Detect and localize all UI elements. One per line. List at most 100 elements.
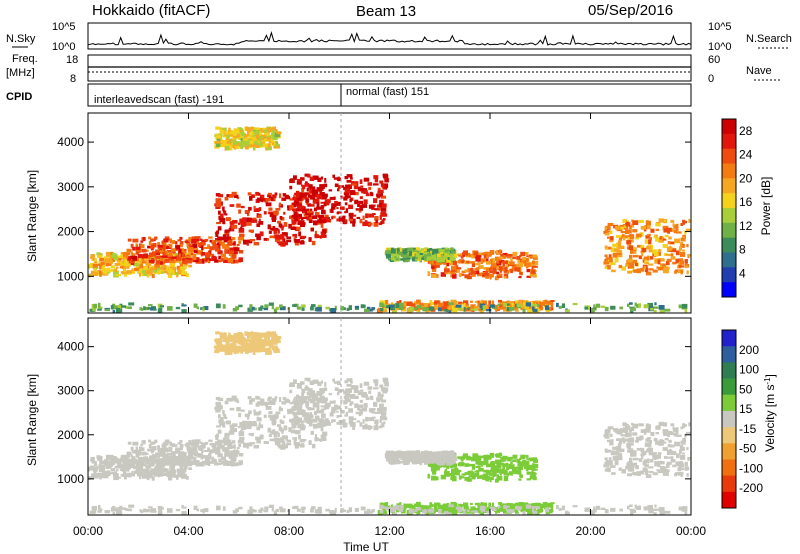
data-cell — [215, 401, 222, 407]
data-cell — [233, 450, 240, 455]
data-cell — [112, 505, 116, 510]
data-cell — [245, 142, 250, 148]
data-cell — [506, 456, 513, 460]
data-cell — [176, 475, 179, 480]
data-cell — [470, 267, 474, 271]
data-cell — [127, 264, 130, 270]
data-cell — [91, 258, 97, 261]
data-cell — [623, 225, 627, 228]
data-cell — [220, 336, 224, 339]
data-cell — [289, 215, 292, 219]
data-cell — [662, 268, 669, 274]
data-cell — [245, 413, 250, 417]
data-cell — [402, 451, 407, 455]
data-cell — [326, 219, 331, 223]
data-cell — [431, 268, 437, 272]
data-cell — [365, 213, 369, 219]
data-cell — [362, 424, 368, 430]
data-cell — [511, 303, 514, 307]
data-cell — [503, 507, 507, 512]
data-cell — [331, 419, 334, 423]
data-cell — [632, 450, 636, 453]
data-cell — [440, 453, 443, 458]
data-cell — [332, 174, 335, 178]
data-cell — [162, 251, 166, 256]
data-cell — [480, 510, 483, 513]
data-cell — [375, 423, 378, 427]
data-cell — [154, 236, 158, 240]
data-cell — [226, 236, 232, 240]
data-cell — [150, 238, 154, 241]
data-cell — [671, 249, 677, 253]
data-cell — [499, 452, 502, 456]
data-cell — [234, 145, 239, 149]
data-cell — [229, 204, 235, 207]
data-cell — [451, 507, 454, 512]
data-cell — [297, 179, 303, 182]
data-cell — [495, 454, 500, 457]
data-cell — [326, 422, 331, 426]
data-cell — [491, 263, 495, 267]
data-cell — [334, 183, 339, 188]
data-cell — [194, 236, 200, 241]
data-cell — [473, 454, 479, 459]
data-cell — [670, 423, 675, 427]
data-cell — [309, 176, 315, 181]
data-cell — [276, 336, 282, 339]
data-cell — [404, 257, 410, 262]
data-cell — [308, 423, 313, 427]
data-cell — [593, 304, 596, 309]
data-cell — [343, 396, 350, 399]
data-cell — [451, 305, 454, 310]
data-cell — [319, 395, 325, 401]
data-cell — [191, 439, 197, 445]
data-cell — [429, 259, 433, 265]
nsearch-label: N.Search — [746, 33, 792, 45]
data-cell — [444, 468, 447, 471]
data-cell — [177, 269, 182, 275]
data-cell — [330, 308, 337, 313]
data-cell — [215, 406, 222, 411]
data-cell — [488, 502, 492, 508]
data-cell — [146, 249, 149, 252]
data-cell — [258, 422, 261, 426]
data-cell — [510, 471, 513, 476]
data-cell — [515, 471, 518, 474]
data-cell — [257, 143, 263, 147]
data-cell — [255, 140, 258, 144]
data-cell — [135, 446, 138, 451]
data-cell — [470, 502, 473, 506]
data-cell — [250, 126, 254, 131]
data-cell — [168, 460, 174, 464]
data-cell — [268, 345, 274, 348]
data-cell — [209, 442, 214, 446]
data-cell — [491, 260, 496, 264]
data-cell — [143, 266, 149, 270]
data-cell — [353, 191, 359, 196]
data-cell — [320, 380, 323, 384]
data-cell — [198, 445, 201, 451]
data-cell — [608, 457, 612, 462]
data-cell — [88, 466, 91, 472]
data-cell — [251, 508, 255, 513]
data-cell — [126, 270, 132, 274]
data-cell — [188, 243, 191, 246]
data-cell — [349, 215, 354, 219]
data-cell — [430, 250, 433, 255]
data-cell — [439, 460, 445, 465]
data-cell — [236, 407, 241, 412]
data-cell — [319, 438, 322, 442]
data-cell — [301, 304, 306, 308]
data-cell — [237, 439, 243, 444]
data-cell — [267, 427, 271, 433]
data-cell — [539, 504, 546, 509]
data-cell — [161, 464, 166, 468]
data-cell — [224, 196, 229, 201]
data-cell — [428, 306, 435, 311]
data-cell — [218, 142, 225, 148]
data-cell — [667, 241, 671, 245]
data-cell — [634, 504, 637, 509]
data-cell — [179, 466, 183, 470]
data-cell — [399, 450, 403, 455]
